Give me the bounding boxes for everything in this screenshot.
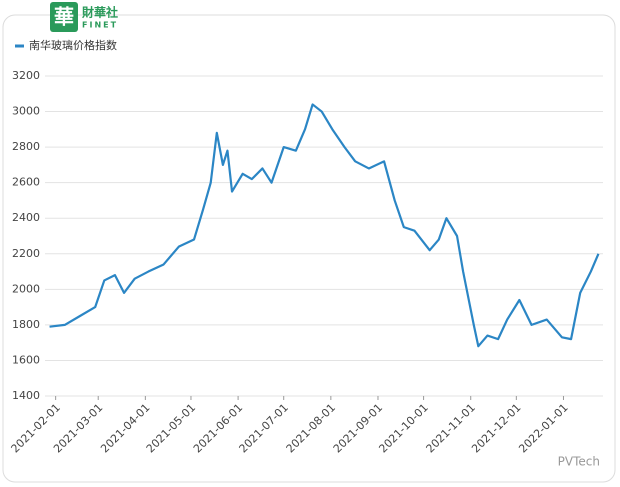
y-tick-label: 2800 — [12, 140, 40, 153]
legend-label: 南华玻璃价格指数 — [29, 38, 117, 52]
watermark: PVTech — [558, 455, 600, 469]
y-tick-label: 1400 — [12, 389, 40, 402]
y-tick-label: 2600 — [12, 176, 40, 189]
frame — [2, 14, 616, 483]
y-tick-label: 3200 — [12, 69, 40, 82]
y-tick-label: 2400 — [12, 211, 40, 224]
y-tick-label: 2200 — [12, 247, 40, 260]
logo-brand-en: FINET — [82, 21, 118, 30]
y-tick-label: 1600 — [12, 353, 40, 366]
logo-box — [50, 2, 78, 32]
line — [49, 103, 600, 348]
logo-brand: 財華社 — [81, 5, 118, 20]
y-tick-label: 3000 — [12, 105, 40, 118]
y-tick-label: 1800 — [12, 318, 40, 331]
y-tick-label: 2000 — [12, 282, 40, 295]
logo-mark: 華 — [54, 5, 74, 29]
